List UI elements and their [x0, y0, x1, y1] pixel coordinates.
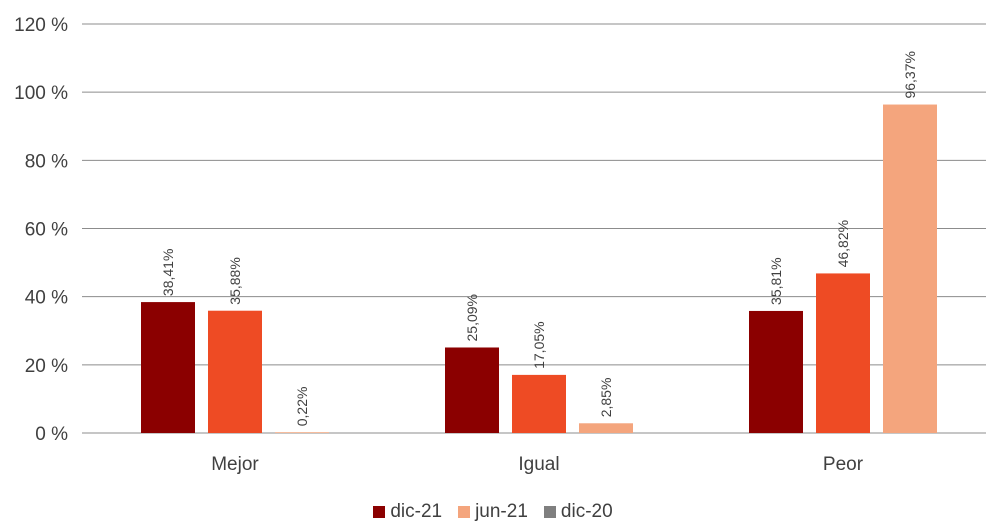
bar-jun-21-peor: [816, 273, 870, 433]
data-label: 17,05%: [531, 321, 547, 368]
legend-swatch: [373, 506, 386, 518]
legend-item: dic-21: [373, 501, 442, 523]
bar-dic-21-peor: [749, 310, 803, 433]
bar-jun-21-igual: [512, 374, 566, 433]
bar-dic-20-igual: [579, 423, 633, 433]
data-label: 25,09%: [464, 294, 480, 341]
y-axis-tick-labels: 0 % 20 % 40 % 60 % 80 % 100 % 120 %: [14, 15, 68, 445]
bar-chart: 0 % 20 % 40 % 60 % 80 % 100 % 120 % 38,41% 25,0…: [14, 15, 986, 475]
legend-label: dic-21: [390, 501, 443, 522]
data-label: 0,22%: [294, 387, 310, 427]
legend-label: jun-21: [475, 501, 528, 522]
bar-dic-21-mejor: [141, 302, 195, 433]
legend-item: dic-20: [543, 501, 613, 523]
y-tick-label: 80 %: [25, 151, 68, 172]
legend: dic-21 jun-21 dic-20: [0, 501, 986, 523]
data-label: 2,85%: [598, 378, 614, 418]
y-tick-label: 100 %: [14, 83, 68, 104]
bar-jun-21-mejor: [208, 310, 262, 433]
y-tick-label: 60 %: [25, 220, 68, 241]
data-labels: 38,41% 25,09% 35,81% 35,88% 17,05% 46,82% 0,22…: [160, 51, 918, 426]
legend-swatch: [458, 506, 471, 518]
bar-dic-20-mejor: [275, 432, 329, 433]
data-label: 96,37%: [902, 51, 918, 98]
data-label: 46,82%: [835, 220, 851, 267]
y-tick-label: 120 %: [14, 15, 68, 36]
y-tick-label: 0 %: [35, 424, 68, 445]
x-category-label: Igual: [518, 454, 559, 475]
y-tick-label: 20 %: [25, 356, 68, 377]
bar-dic-21-igual: [445, 347, 499, 433]
x-category-label: Mejor: [211, 454, 259, 475]
x-category-label: Peor: [823, 454, 864, 475]
y-tick-label: 40 %: [25, 288, 68, 309]
bars: [141, 104, 937, 434]
data-label: 38,41%: [160, 249, 176, 296]
legend-item: jun-21: [458, 501, 528, 523]
legend-swatch: [543, 506, 556, 518]
category-labels: Mejor Igual Peor: [211, 454, 863, 475]
data-label: 35,88%: [227, 257, 243, 304]
data-label: 35,81%: [768, 257, 784, 304]
bar-dic-20-peor: [883, 104, 937, 434]
legend-label: dic-20: [560, 501, 613, 522]
